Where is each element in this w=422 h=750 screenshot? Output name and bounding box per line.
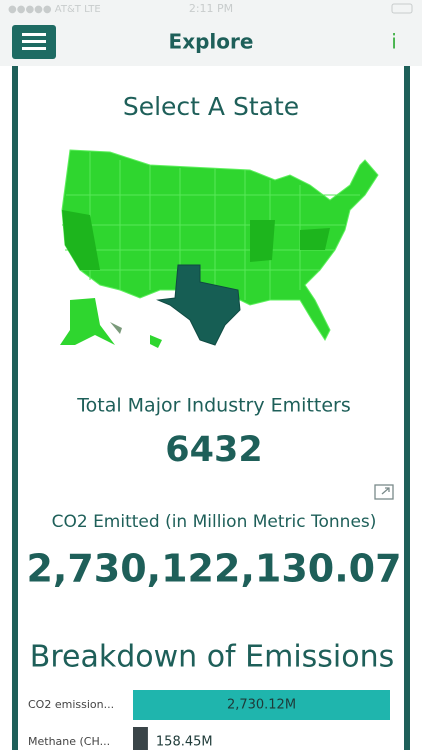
breakdown-chart: CO2 emission... 2,730.12M Methane (CH... 15…: [28, 690, 390, 750]
breakdown-title: Breakdown of Emissions: [30, 640, 395, 675]
category-label: CO2 emission...: [28, 698, 114, 711]
kpi-value: 2,730,122,130.07: [26, 547, 401, 591]
bar: [133, 690, 390, 720]
kpi-value: 6432: [165, 430, 262, 470]
kpi-label: Total Major Industry Emitters: [76, 395, 351, 417]
menu-button[interactable]: [12, 25, 56, 59]
info-button[interactable]: i: [391, 30, 397, 54]
header-title: Explore: [169, 30, 254, 54]
carrier: ●●●●● AT&T LTE: [8, 4, 101, 15]
clock: 2:11 PM: [189, 2, 233, 15]
kpi-label: CO2 Emitted (in Million Metric Tonnes): [52, 512, 377, 532]
top-bar: [0, 0, 422, 66]
us-map[interactable]: [60, 149, 379, 348]
left-border: [12, 66, 18, 750]
bar: [133, 727, 148, 750]
category-label: Methane (CH...: [28, 735, 110, 748]
map-title: Select A State: [123, 92, 299, 121]
right-border: [404, 66, 410, 750]
expand-icon[interactable]: [374, 484, 394, 500]
value-label: 2,730.12M: [227, 698, 296, 713]
battery: [391, 3, 413, 14]
value-label: 158.45M: [156, 735, 213, 750]
